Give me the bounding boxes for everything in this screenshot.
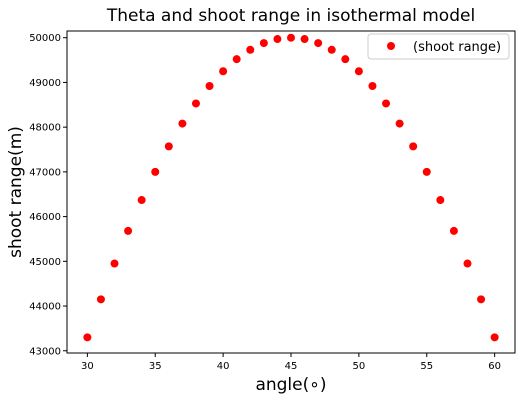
data-point — [124, 226, 133, 235]
x-axis: 30 35 40 45 50 55 60 — [81, 353, 501, 372]
data-point — [110, 259, 119, 268]
x-tick-label: 30 — [81, 361, 94, 372]
data-point — [259, 39, 268, 48]
y-tick-label: 50000 — [29, 33, 61, 44]
legend-label: (shoot range) — [413, 40, 501, 55]
y-tick-label: 47000 — [29, 167, 61, 178]
legend-marker — [387, 42, 395, 50]
chart-title: Theta and shoot range in isothermal mode… — [106, 6, 475, 26]
data-point — [151, 167, 160, 176]
legend: (shoot range) — [367, 33, 510, 60]
y-axis-label: shoot range(m) — [6, 126, 26, 258]
data-point — [463, 259, 472, 268]
x-tick-label: 35 — [149, 361, 162, 372]
data-point — [178, 119, 187, 128]
data-point — [205, 82, 214, 91]
data-point — [490, 333, 499, 342]
data-point — [409, 142, 418, 151]
data-point — [83, 333, 92, 342]
plot-area-frame — [66, 30, 516, 354]
x-tick-label: 40 — [217, 361, 230, 372]
x-tick-label: 50 — [353, 361, 366, 372]
data-point — [327, 45, 336, 54]
data-point — [300, 35, 309, 44]
data-point — [436, 196, 445, 205]
y-axis: 43000 44000 45000 46000 47000 48000 49000 50000 — [29, 33, 67, 357]
y-tick-label: 48000 — [29, 123, 61, 134]
data-point — [395, 119, 404, 128]
data-point — [219, 67, 228, 76]
x-tick-label: 45 — [285, 361, 298, 372]
data-point — [368, 82, 377, 91]
data-point — [246, 45, 255, 54]
data-point — [477, 295, 486, 304]
data-point — [96, 295, 105, 304]
data-point — [232, 55, 241, 64]
data-point — [137, 196, 146, 205]
y-tick-label: 45000 — [29, 257, 61, 268]
y-tick-label: 46000 — [29, 212, 61, 223]
data-point — [164, 142, 173, 151]
x-tick-label: 60 — [488, 361, 501, 372]
data-point — [449, 226, 458, 235]
legend-box — [367, 33, 510, 60]
data-point — [191, 99, 200, 108]
data-point — [287, 33, 295, 42]
y-tick-label: 49000 — [29, 78, 61, 89]
x-axis-label: angle(∘) — [255, 375, 326, 395]
data-point — [422, 167, 431, 176]
data-point — [382, 99, 391, 108]
data-points — [83, 33, 499, 342]
data-point — [273, 35, 282, 44]
data-point — [354, 67, 363, 76]
data-point — [341, 55, 350, 64]
y-tick-label: 43000 — [29, 346, 61, 357]
y-tick-label: 44000 — [29, 302, 61, 313]
data-point — [314, 39, 323, 48]
x-tick-label: 55 — [420, 361, 433, 372]
